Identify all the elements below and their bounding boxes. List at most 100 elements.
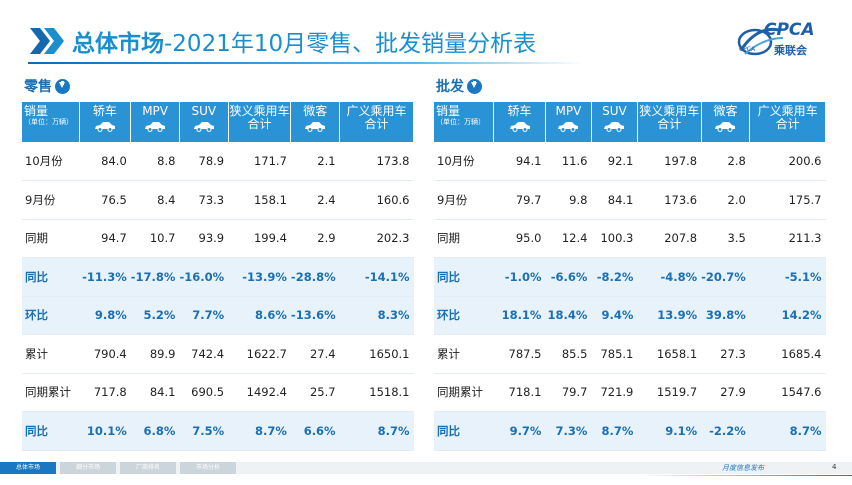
table-cell: 14.2% — [749, 296, 826, 335]
table-row: 同期 95.0 12.4 100.3 207.8 3.5 211.3 — [434, 219, 826, 258]
table-cell: 200.6 — [749, 142, 826, 181]
table-cell: 7.3% — [545, 411, 592, 451]
table-cell: -8.2% — [591, 257, 638, 297]
table-row: 环比 18.1% 18.4% 9.4% 13.9% 39.8% 14.2% — [434, 296, 826, 335]
column-header-label-line2: 合计 — [364, 117, 389, 131]
table-cell: -13.9% — [228, 257, 291, 297]
retail-section-label: 零售 — [24, 76, 70, 96]
table-cell: 78.9 — [179, 142, 229, 181]
table-cell: 12.4 — [545, 219, 592, 258]
table-cell: 10.7 — [130, 219, 180, 258]
page-title: 总体市场-2021年10月零售、批发销量分析表 — [72, 24, 536, 58]
table-row: 同比 9.7% 7.3% 8.7% 9.1% -2.2% 8.7% — [434, 411, 826, 451]
table-cell: 18.1% — [493, 296, 546, 335]
row-label: 10月份 — [22, 142, 80, 181]
table-cell: 7.5% — [179, 411, 229, 451]
slide-footer: 总体市场 细分市场 厂商排名 市场分析 月度信息发布 4 — [0, 462, 852, 485]
column-header-label: 广义乘用车 — [346, 104, 407, 118]
table-cell: 8.6% — [228, 296, 291, 335]
table-cell: 84.1 — [591, 180, 638, 220]
unit-label: （单位：万辆） — [436, 118, 485, 126]
column-header-label: 微客 — [303, 104, 328, 118]
table-cell: 8.4 — [130, 180, 180, 220]
page-number: 4 — [832, 463, 837, 471]
row-label: 同比 — [434, 257, 494, 297]
logo-text: CPCA — [764, 20, 815, 40]
table-cell: 787.5 — [493, 334, 546, 374]
table-header-row: 销量 （单位：万辆） 轿车 MPV SUV 狭义乘用车 合计 微客 广义乘用车 合计 — [22, 102, 414, 142]
column-header: 广义乘用车 合计 — [339, 102, 414, 142]
table-cell: -13.6% — [290, 296, 340, 335]
table-cell: 8.3% — [339, 296, 414, 335]
row-label: 同期 — [434, 219, 494, 258]
column-header: 轿车 — [493, 102, 546, 142]
table-row: 同比 -1.0% -6.6% -8.2% -4.8% -20.7% -5.1% — [434, 257, 826, 297]
table-cell: 1547.6 — [749, 373, 826, 412]
publish-text: 月度信息发布 — [722, 464, 764, 472]
table-cell: 690.5 — [179, 373, 229, 412]
footer-divider — [640, 475, 852, 476]
logo-subtext: 乘联会 — [774, 44, 807, 57]
table-row: 10月份 84.0 8.8 78.9 171.7 2.1 173.8 — [22, 142, 414, 181]
column-header-label: SUV — [602, 104, 627, 118]
column-header-label: MPV — [142, 104, 168, 118]
car-icon — [305, 122, 326, 132]
table-row: 9月份 79.7 9.8 84.1 173.6 2.0 175.7 — [434, 180, 826, 220]
table-cell: 73.3 — [179, 180, 229, 220]
row-label: 9月份 — [434, 180, 494, 220]
row-label: 同期累计 — [22, 373, 80, 412]
column-header: SUV — [591, 102, 638, 142]
table-cell: 175.7 — [749, 180, 826, 220]
table-cell: 9.4% — [591, 296, 638, 335]
unit-label: （单位：万辆） — [24, 118, 73, 126]
column-header: MPV — [545, 102, 592, 142]
table-cell: 171.7 — [228, 142, 291, 181]
car-icon — [558, 122, 579, 132]
table-cell: 173.8 — [339, 142, 414, 181]
table-cell: 8.7% — [591, 411, 638, 451]
table-cell: 27.4 — [290, 334, 340, 374]
table-row: 环比 9.8% 5.2% 7.7% 8.6% -13.6% 8.3% — [22, 296, 414, 335]
column-header: 微客 — [290, 102, 341, 142]
table-row: 同期累计 718.1 79.7 721.9 1519.7 27.9 1547.6 — [434, 373, 826, 412]
car-icon — [145, 122, 166, 132]
table-cell: 76.5 — [79, 180, 131, 220]
table-row: 累计 790.4 89.9 742.4 1622.7 27.4 1650.1 — [22, 334, 414, 374]
table-cell: 84.0 — [79, 142, 131, 181]
table-cell: 1622.7 — [228, 334, 291, 374]
table-cell: 79.7 — [493, 180, 546, 220]
footer-tab[interactable]: 厂商排名 — [120, 462, 176, 474]
table-cell: 790.4 — [79, 334, 131, 374]
table-cell: 7.7% — [179, 296, 229, 335]
row-label: 环比 — [22, 296, 80, 335]
column-header-label: 销量 — [24, 104, 49, 118]
table-cell: 160.6 — [339, 180, 414, 220]
table-cell: -28.8% — [290, 257, 340, 297]
table-cell: 85.5 — [545, 334, 592, 374]
circle-arrow-down-icon[interactable] — [55, 78, 70, 94]
column-header-label: MPV — [555, 104, 582, 118]
table-cell: 718.1 — [493, 373, 546, 412]
table-cell: -16.0% — [179, 257, 229, 297]
row-label: 同比 — [22, 411, 80, 451]
footer-tab[interactable]: 总体市场 — [0, 462, 56, 474]
column-header-label-line2: 合计 — [657, 117, 682, 131]
page-title-rest: -2021年10月零售、批发销量分析表 — [164, 31, 537, 57]
circle-arrow-down-icon[interactable] — [467, 78, 482, 94]
table-cell: 94.7 — [79, 219, 131, 258]
table-cell: 1519.7 — [637, 373, 702, 412]
column-header-label: 狭义乘用车 — [229, 104, 290, 118]
row-label: 同期累计 — [434, 373, 494, 412]
table-cell: -4.8% — [637, 257, 702, 297]
row-label: 累计 — [22, 334, 80, 374]
table-row: 同比 10.1% 6.8% 7.5% 8.7% 6.6% 8.7% — [22, 411, 414, 451]
footer-tab[interactable]: 细分市场 — [60, 462, 116, 474]
wholesale-table: 销量 （单位：万辆） 轿车 MPV SUV 狭义乘用车 合计 微客 广义乘用车 合计 10月份 94.… — [434, 102, 826, 451]
car-icon — [715, 122, 736, 132]
footer-tab[interactable]: 市场分析 — [180, 462, 236, 474]
column-header: 销量 （单位：万辆） — [22, 102, 80, 142]
table-cell: 199.4 — [228, 219, 291, 258]
table-cell: 2.8 — [701, 142, 750, 181]
column-header-label-line2: 合计 — [775, 117, 800, 131]
table-cell: 6.8% — [130, 411, 180, 451]
